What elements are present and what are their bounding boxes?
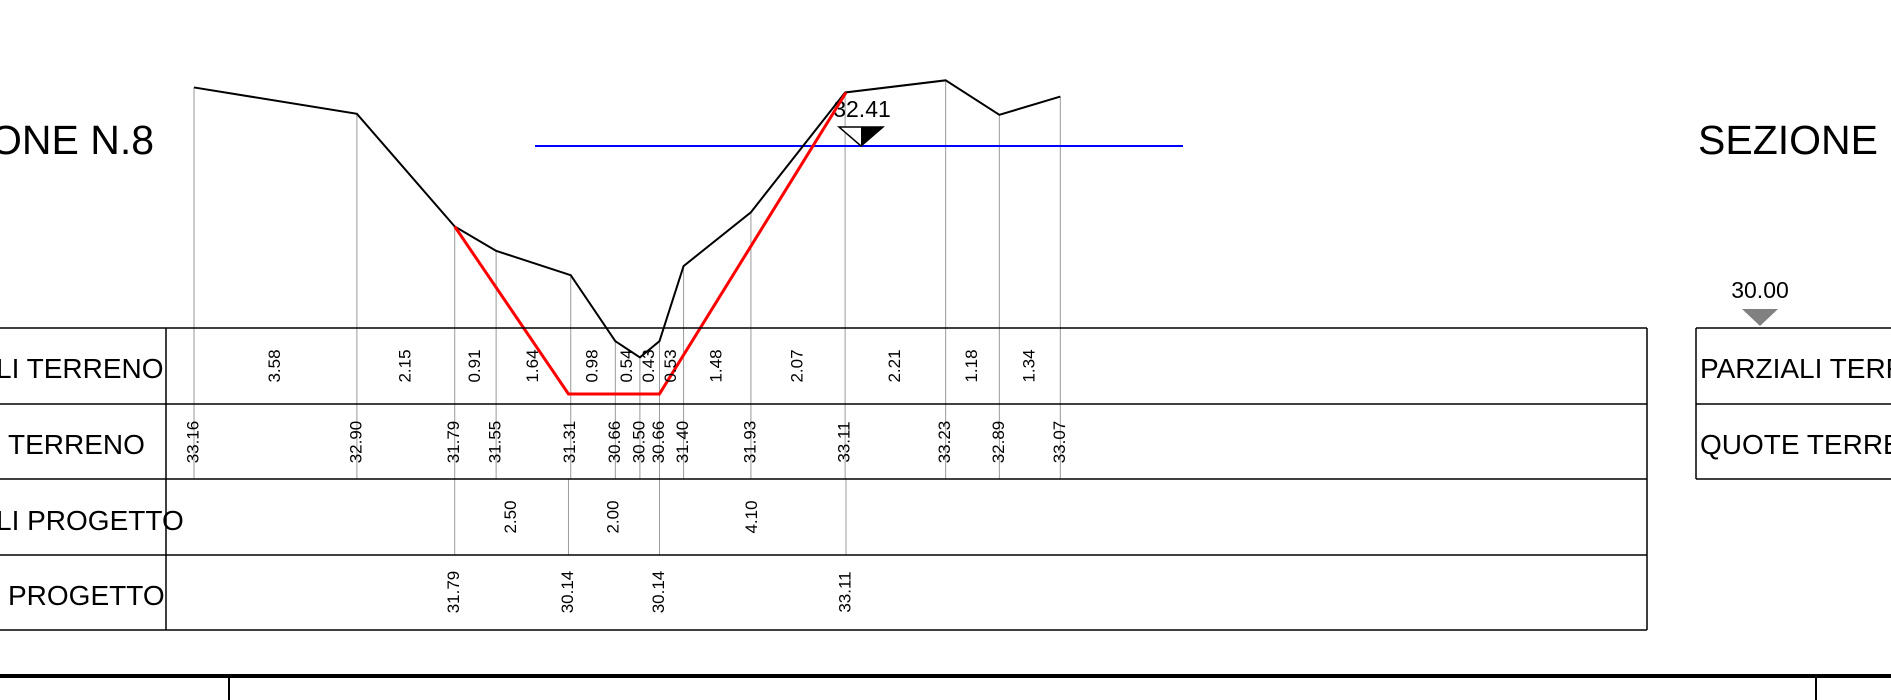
project-distance-label: 2.50 [501, 500, 520, 533]
left-data-table: LI TERRENO TERRENO LI PROGETTO PROGETTO [0, 327, 1648, 631]
terrain-elevation-label: 33.07 [1050, 421, 1069, 464]
terrain-distance-label: 0.53 [661, 349, 680, 382]
terrain-distance-label: 3.58 [265, 349, 284, 382]
terrain-distance-label: 2.15 [395, 349, 414, 382]
terrain-elevation-label: 31.93 [740, 421, 759, 464]
terrain-elevation-label: 33.23 [935, 421, 954, 464]
project-elevation-label: 30.14 [649, 571, 668, 614]
terrain-distance-label: 0.91 [465, 349, 484, 382]
project-vertical-lines [454, 479, 847, 555]
section-title-right: SEZIONE N [1698, 117, 1891, 163]
terrain-elevation-label: 33.16 [183, 421, 202, 464]
project-elevation-labels: 31.79 30.14 30.14 33.11 [444, 571, 854, 614]
water-level-triangle-fill [861, 127, 883, 146]
terrain-distance-label: 2.21 [885, 349, 904, 382]
terrain-elevation-label: 33.11 [835, 421, 854, 462]
terrain-distance-label: 0.54 [617, 349, 636, 382]
row-label-quote-terrain: TERRENO [8, 429, 145, 460]
terrain-elevation-labels: 33.16 32.90 31.79 31.55 31.31 30.66 30.50 30.66… [183, 421, 1068, 464]
terrain-distance-label: 1.64 [523, 349, 542, 382]
section-title-left: ONE N.8 [0, 117, 154, 163]
terrain-elevation-label: 30.66 [605, 421, 624, 464]
terrain-distance-label: 1.18 [962, 349, 981, 382]
terrain-distance-label: 0.98 [583, 349, 602, 382]
terrain-elevation-label: 31.31 [560, 421, 579, 464]
water-level-marker: 32.41 [833, 96, 891, 147]
row-label-partial-terrain-right: PARZIALI TERRE [1700, 353, 1891, 384]
terrain-distance-label: 2.07 [787, 349, 806, 382]
row-label-quote-project: PROGETTO [8, 580, 165, 611]
project-distance-label: 4.10 [742, 500, 761, 533]
terrain-distance-label: 1.48 [707, 349, 726, 382]
terrain-elevation-label: 32.90 [346, 421, 365, 464]
datum-marker: 30.00 [1731, 277, 1789, 326]
title-block-frame [0, 674, 1891, 700]
row-label-partial-terrain: LI TERRENO [0, 353, 164, 384]
terrain-profile-line [193, 79, 1061, 359]
terrain-elevation-label: 31.40 [673, 421, 692, 464]
project-distance-labels: 2.50 2.00 4.10 [501, 500, 761, 533]
terrain-elevation-label: 31.55 [486, 421, 505, 464]
row-label-partial-project: LI PROGETTO [0, 505, 184, 536]
row-label-quote-terrain-right: QUOTE TERREN [1700, 429, 1891, 460]
project-elevation-label: 30.14 [558, 571, 577, 614]
datum-triangle [1742, 309, 1778, 326]
terrain-distance-label: 0.43 [639, 349, 658, 382]
terrain-distance-labels: 3.58 2.15 0.91 1.64 0.98 0.54 0.43 0.53 1.48 2.07… [265, 349, 1038, 382]
right-data-table: PARZIALI TERRE QUOTE TERREN [1695, 327, 1891, 480]
project-elevation-label: 33.11 [835, 571, 854, 612]
project-distance-label: 2.00 [603, 500, 622, 533]
terrain-elevation-label: 32.89 [989, 421, 1008, 464]
terrain-distance-label: 1.34 [1019, 349, 1038, 382]
project-profile-line [453, 91, 848, 396]
terrain-elevation-label: 31.79 [444, 421, 463, 464]
datum-label: 30.00 [1731, 277, 1789, 303]
terrain-elevation-label: 30.50 [629, 421, 648, 464]
terrain-vertical-lines [193, 80, 1061, 479]
project-elevation-label: 31.79 [444, 571, 463, 614]
terrain-elevation-label: 30.66 [649, 421, 668, 464]
